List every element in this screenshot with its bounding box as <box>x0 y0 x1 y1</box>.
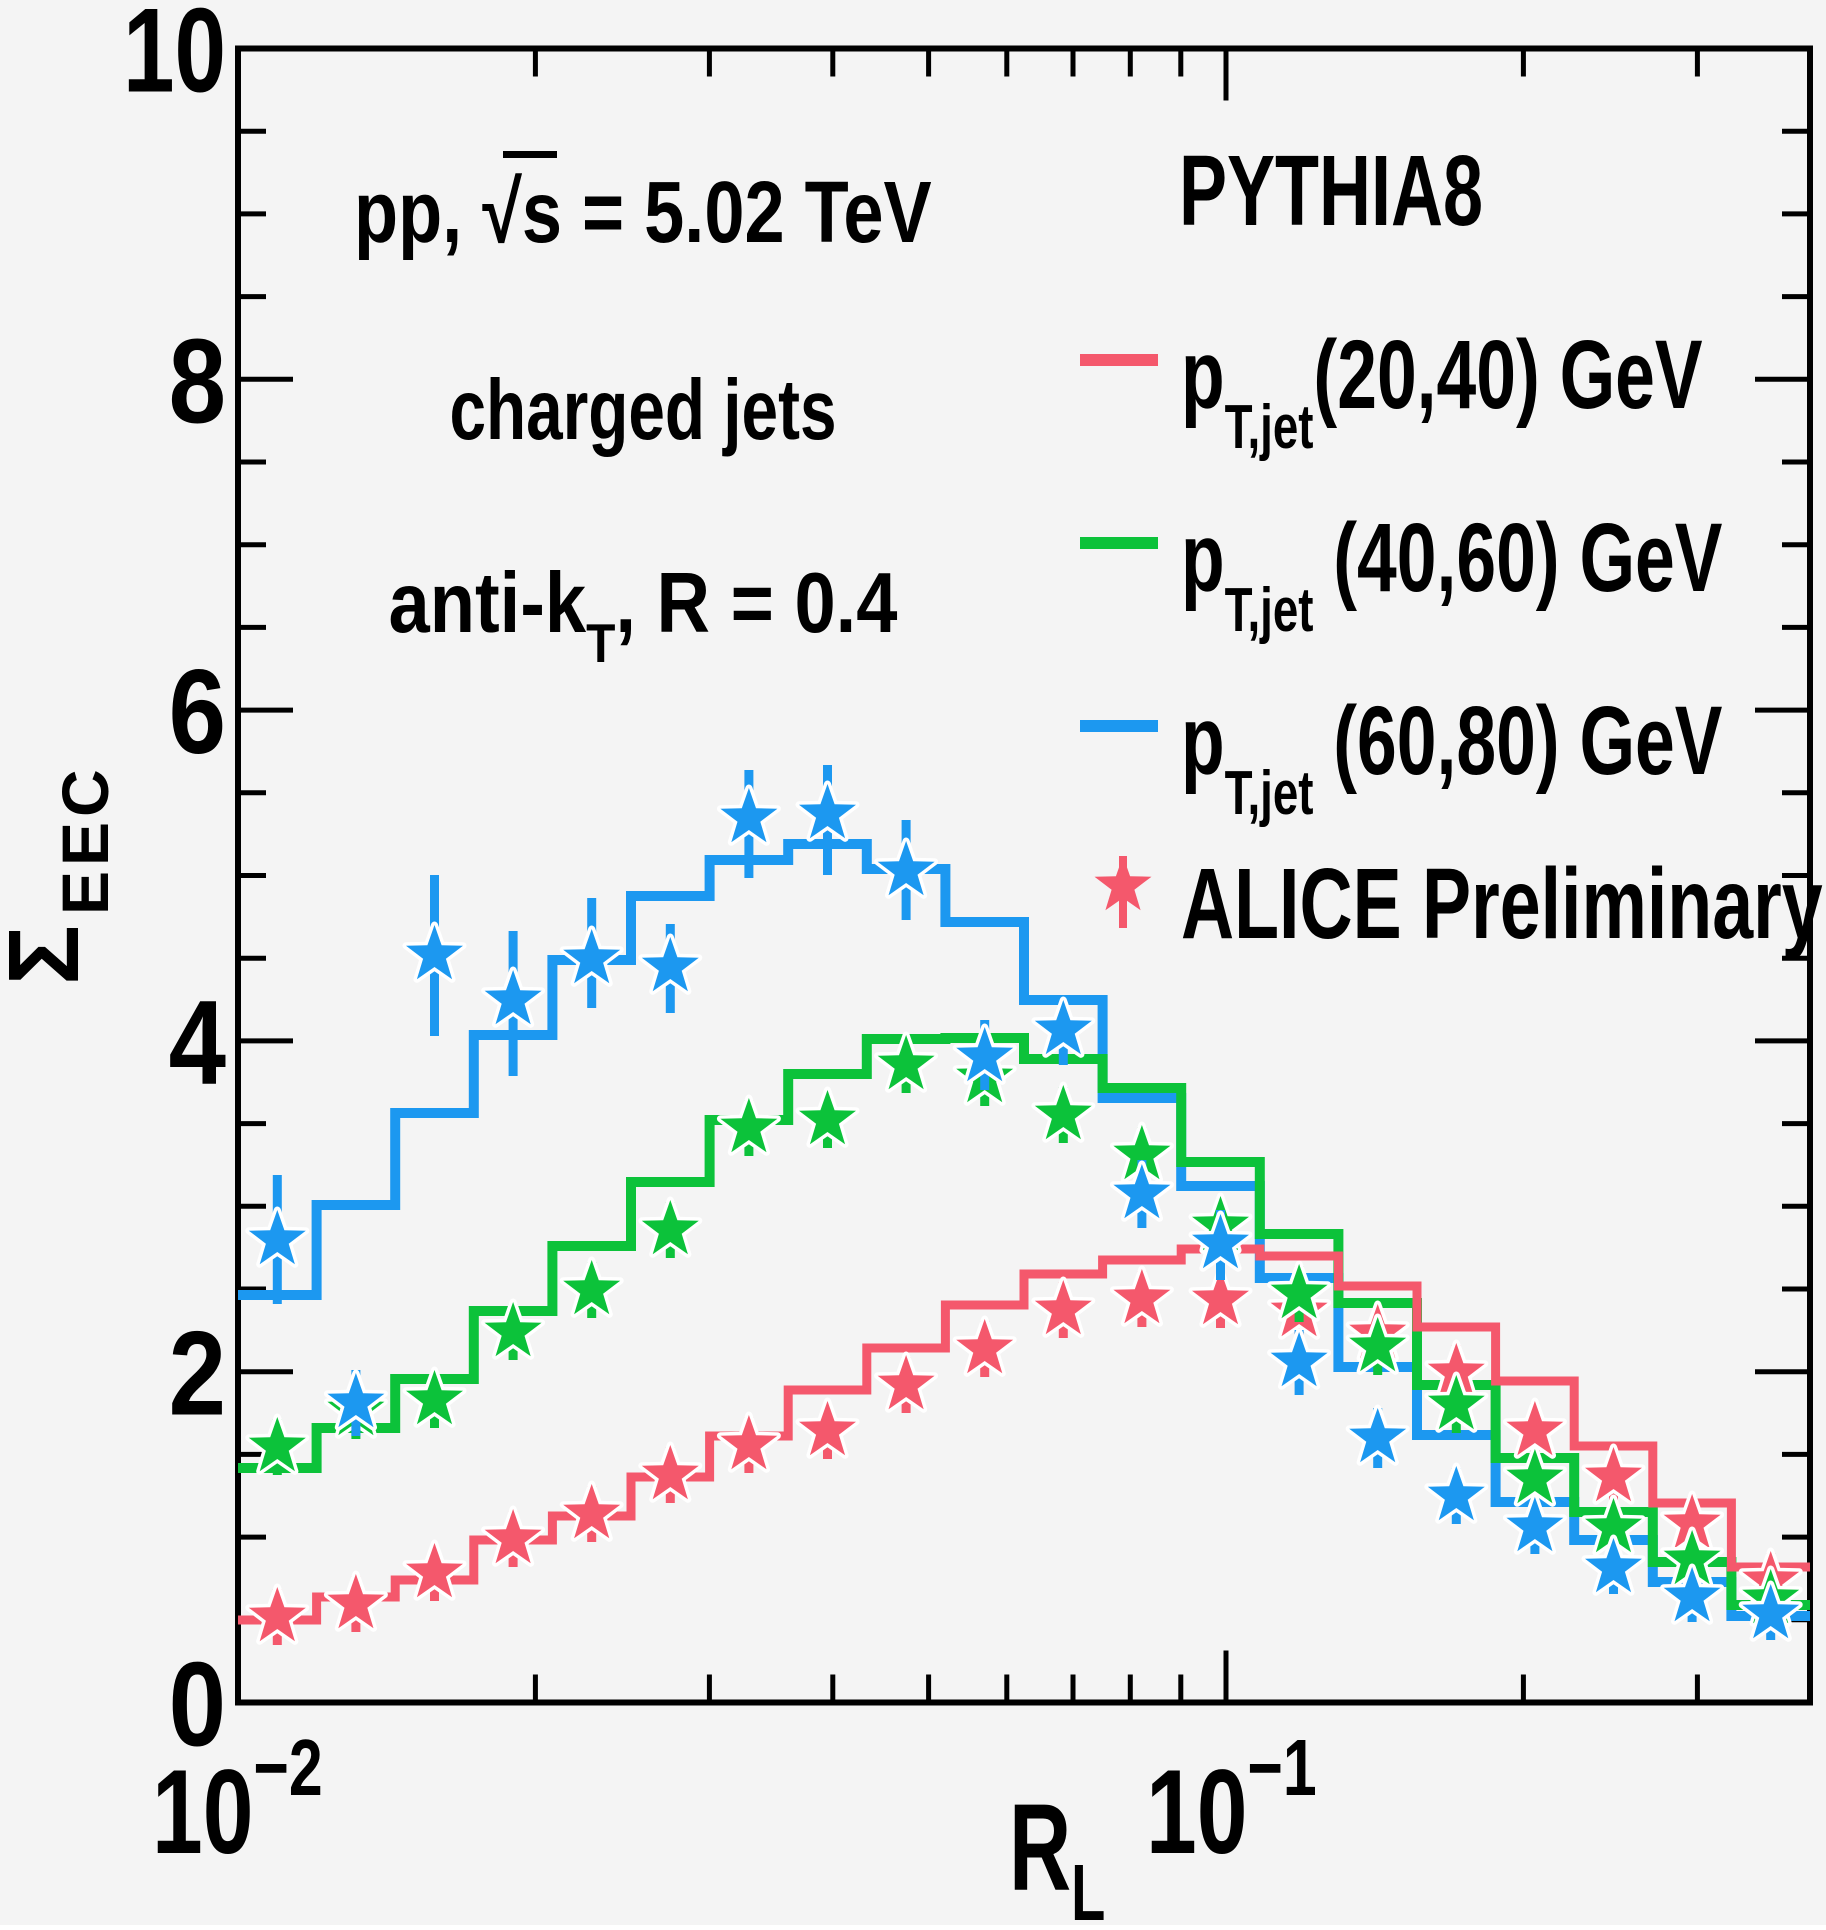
svg-text:2: 2 <box>169 1306 226 1440</box>
svg-text:6: 6 <box>169 645 226 779</box>
svg-text:0: 0 <box>169 1637 226 1771</box>
svg-text:pp, √s = 5.02 TeV: pp, √s = 5.02 TeV <box>354 164 932 261</box>
svg-text:4: 4 <box>169 976 226 1110</box>
svg-text:PYTHIA8: PYTHIA8 <box>1179 135 1483 246</box>
svg-text:10: 10 <box>123 0 226 117</box>
svg-text:charged jets: charged jets <box>450 363 837 458</box>
svg-text:ALICE Preliminary: ALICE Preliminary <box>1181 848 1823 960</box>
svg-text:8: 8 <box>169 314 226 448</box>
